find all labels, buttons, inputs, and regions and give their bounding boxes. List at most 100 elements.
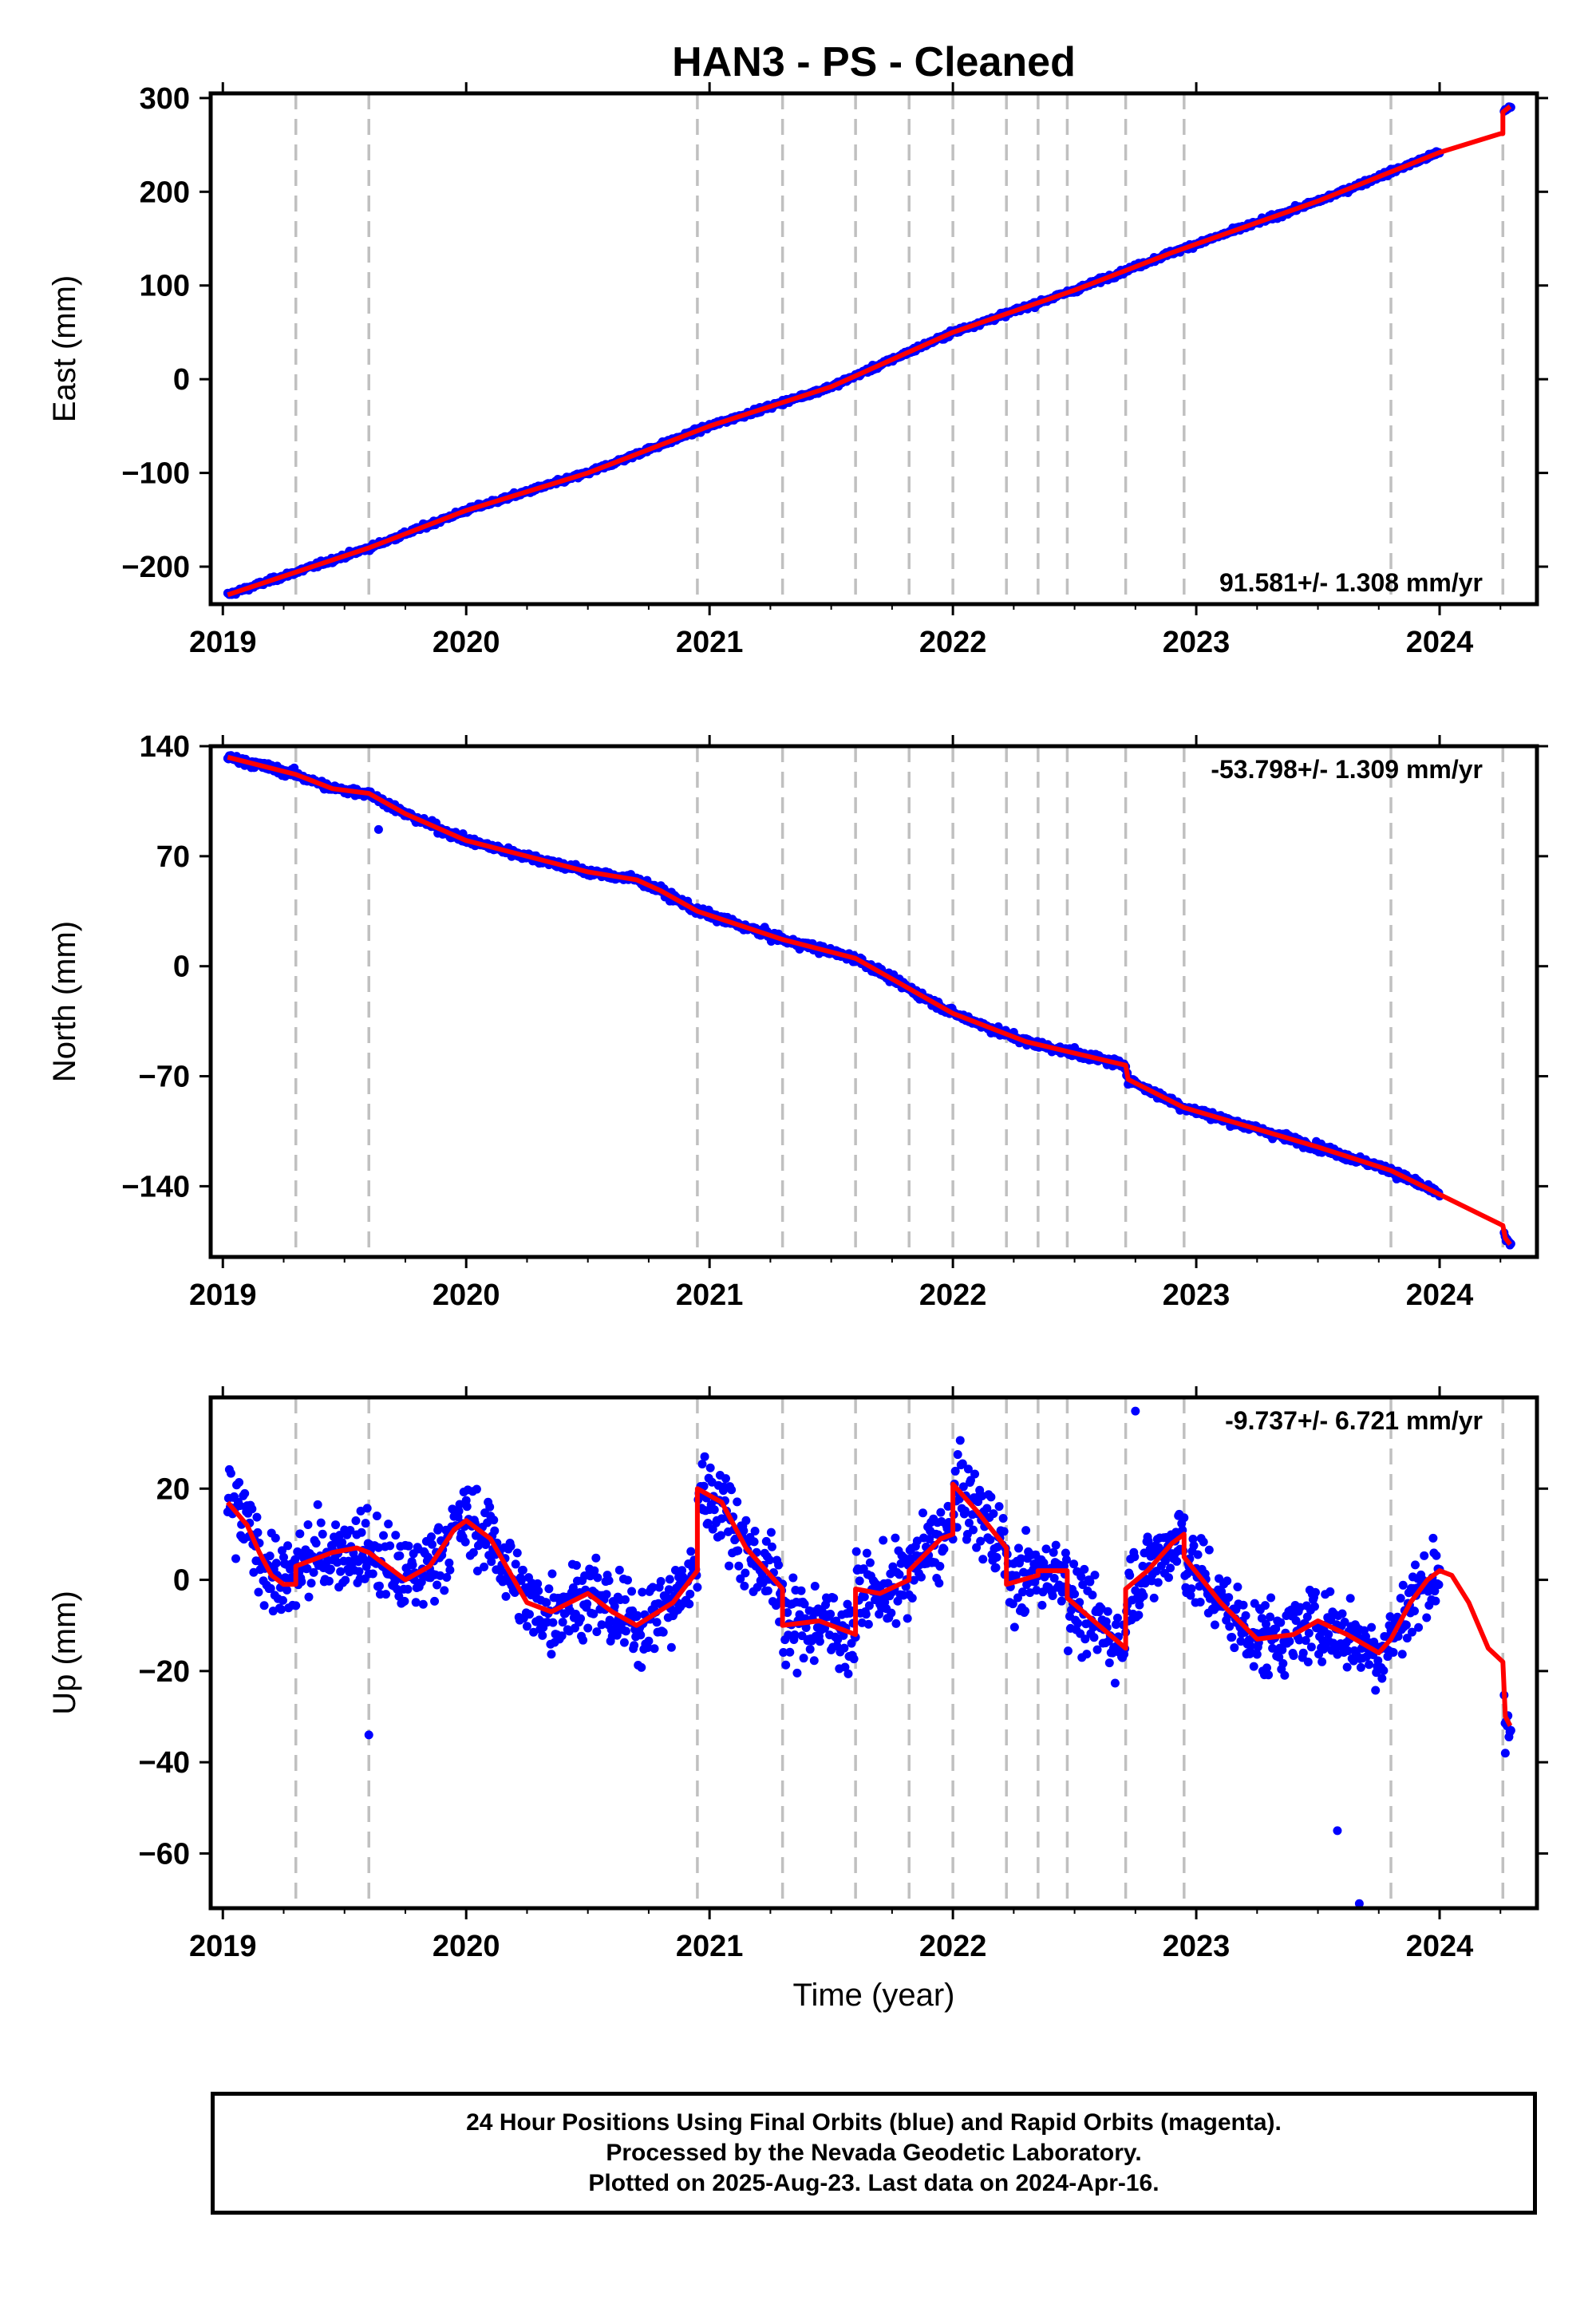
data-point [276,1605,286,1614]
data-point [240,1488,250,1498]
data-point [1069,1559,1079,1569]
y-tick-label: 0 [173,951,190,984]
data-point [685,1599,694,1609]
data-point [1183,1569,1192,1579]
data-point [658,1627,668,1637]
data-point [721,1474,730,1484]
data-point [1274,1652,1284,1662]
data-point [736,1574,745,1583]
data-point [934,1579,944,1588]
data-point [994,1502,1004,1512]
data-point [485,1502,495,1512]
data-point [1252,1650,1262,1659]
data-point [1193,1550,1203,1559]
data-point [1317,1657,1327,1666]
data-point [501,1591,511,1601]
data-point [1225,1622,1235,1631]
data-point [891,1533,900,1543]
y-tick-label: −140 [121,1170,190,1203]
data-point [426,1532,436,1542]
data-point [368,1569,377,1579]
data-point [395,1551,405,1560]
data-point [863,1619,873,1629]
data-point [666,1642,676,1652]
data-point [705,1463,715,1472]
data-point [336,1567,346,1576]
data-point [1016,1554,1025,1563]
data-point [333,1558,342,1567]
data-point [1103,1607,1112,1616]
data-point [648,1583,658,1592]
data-point [455,1500,464,1509]
data-point [404,1541,413,1551]
data-point [664,1585,674,1595]
plot-area-up [223,1397,1515,1908]
data-point [859,1592,869,1602]
data-point [1210,1620,1219,1630]
data-point [757,1570,767,1579]
y-tick-label: 70 [156,840,190,874]
data-point [622,1575,632,1585]
data-point [1401,1620,1411,1630]
data-point [1172,1556,1182,1566]
data-point [1080,1634,1090,1644]
data-point [1057,1596,1066,1606]
model-line [227,105,1512,598]
y-tick-label: 100 [140,270,190,303]
data-point [716,1531,725,1540]
data-point [1361,1632,1371,1642]
data-point [849,1654,859,1664]
data-point [734,1561,744,1571]
data-point [1085,1577,1095,1587]
data-point [1367,1622,1377,1632]
data-point [1377,1674,1387,1683]
data-point [592,1627,602,1637]
data-point [839,1643,849,1653]
data-point [1365,1660,1374,1670]
y-tick-label: 0 [173,363,190,397]
data-point [1402,1634,1412,1643]
data-point [534,1586,543,1595]
footer-line-processed: Processed by the Nevada Geodetic Laborat… [606,2140,1142,2166]
data-point [1013,1593,1022,1603]
data-point [557,1631,567,1641]
x-tick-label: 2024 [1406,1930,1474,1963]
data-point [1431,1596,1440,1606]
data-point [1134,1611,1144,1620]
data-point [496,1567,506,1576]
data-point [1189,1541,1199,1551]
data-point [1238,1600,1248,1610]
data-point [1241,1611,1250,1620]
data-point [621,1626,630,1636]
data-point [1061,1555,1071,1564]
data-point [1130,1552,1140,1562]
data-point [1373,1656,1383,1666]
data-point [1080,1564,1089,1574]
data-point [799,1654,808,1663]
data-point [709,1505,719,1515]
data-point [792,1668,802,1678]
data-point [1432,1551,1441,1560]
data-point [354,1567,364,1576]
data-point [630,1641,639,1650]
x-tick-label: 2020 [433,1279,500,1312]
data-point [619,1638,629,1647]
data-point [895,1570,904,1579]
data-point [805,1645,815,1654]
data-point [1434,1580,1444,1590]
data-point [810,1581,820,1591]
data-point [656,1577,666,1587]
outlier-point [1500,1749,1510,1758]
y-tick-label: 0 [173,1564,190,1598]
x-tick-label: 2021 [676,1279,744,1312]
data-point [460,1537,470,1547]
data-point [1371,1686,1381,1695]
data-point [964,1518,974,1528]
data-point [324,1576,334,1586]
data-point [1013,1543,1023,1553]
data-point [266,1583,275,1593]
data-point [597,1620,606,1630]
points-east [223,102,1515,599]
data-point [1342,1662,1352,1672]
